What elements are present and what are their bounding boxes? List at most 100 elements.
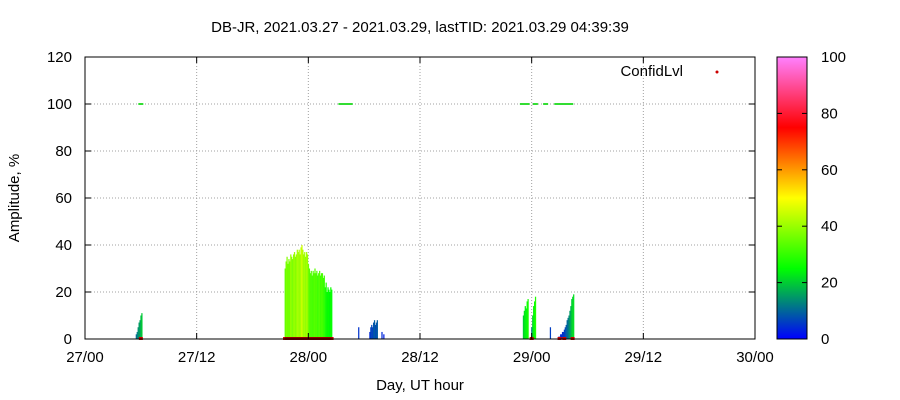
bar: [326, 292, 328, 339]
bar: [526, 301, 528, 339]
bar: [300, 247, 302, 339]
bar: [370, 327, 372, 339]
bar: [310, 270, 312, 339]
bar: [292, 254, 295, 339]
bar: [532, 315, 534, 339]
bar: [522, 315, 525, 339]
bar: [306, 252, 308, 339]
scatter-point: [554, 103, 560, 105]
bar: [293, 252, 296, 339]
bar: [383, 334, 385, 339]
bar: [296, 249, 298, 339]
bar: [305, 256, 307, 339]
colorbar-ticks: 0 20 40 60 80 100: [777, 49, 846, 348]
bar: [374, 324, 377, 339]
bar: [565, 324, 567, 339]
bar: [321, 273, 324, 339]
bar: [322, 277, 324, 339]
bar: [313, 273, 315, 339]
bar: [373, 322, 375, 339]
bar: [137, 327, 139, 339]
y-tick-label: 40: [55, 237, 72, 254]
bar: [291, 256, 293, 339]
bar: [570, 306, 572, 339]
bar: [292, 259, 294, 339]
y-tick-label: 100: [47, 96, 72, 113]
bar: [569, 310, 571, 339]
bar: [534, 296, 537, 339]
bar: [572, 296, 574, 339]
bar: [314, 268, 316, 339]
bar: [564, 327, 566, 339]
colorbar-tick-label: 40: [821, 218, 838, 235]
y-tick-label: 120: [47, 49, 72, 66]
bar: [567, 317, 569, 339]
bar: [375, 322, 378, 339]
bar: [299, 254, 301, 339]
colorbar-tick-label: 100: [821, 49, 846, 66]
bar: [573, 294, 575, 339]
bar: [302, 249, 304, 339]
bar: [309, 273, 311, 339]
scatter-point: [519, 103, 525, 105]
bar: [563, 329, 566, 339]
scatter-point: [524, 103, 530, 105]
bar: [381, 331, 383, 339]
bar: [533, 306, 535, 339]
y-tick-label: 80: [55, 143, 72, 160]
bar: [306, 254, 309, 339]
bar: [139, 320, 141, 339]
scatter-point: [343, 103, 349, 105]
bar: [566, 320, 568, 339]
bar: [286, 256, 288, 339]
bar: [304, 252, 306, 339]
bar: [369, 331, 371, 339]
bar: [290, 254, 292, 339]
scatter-point: [568, 103, 574, 105]
bar: [295, 254, 298, 339]
bar: [325, 282, 327, 339]
bar: [307, 263, 310, 339]
bar: [571, 299, 573, 339]
bar: [372, 327, 374, 339]
x-tick-label: 28/00: [290, 349, 328, 366]
bar: [315, 273, 317, 339]
bar: [311, 275, 313, 339]
bar: [136, 331, 138, 339]
bar: [317, 275, 319, 339]
x-ticks: 27/00 27/12 28/00 28/12 29/00 29/12 30/00: [66, 57, 774, 366]
colorbar-tick-label: 60: [821, 162, 838, 179]
bar: [320, 273, 323, 339]
bar: [287, 263, 289, 339]
chart-title: DB-JR, 2021.03.27 - 2021.03.29, lastTID:…: [211, 19, 629, 36]
scatter-point: [138, 103, 144, 105]
bar: [523, 310, 525, 339]
bar: [327, 287, 329, 339]
colorbar-tick-label: 0: [821, 331, 829, 348]
y-tick-label: 20: [55, 284, 72, 301]
bar: [525, 308, 527, 339]
x-tick-label: 29/12: [625, 349, 663, 366]
bar: [560, 334, 562, 339]
bar: [329, 292, 331, 339]
bar: [141, 313, 143, 339]
bar: [328, 289, 330, 339]
x-tick-label: 27/12: [178, 349, 216, 366]
bar: [358, 327, 360, 339]
bar: [319, 275, 322, 339]
bar: [138, 322, 140, 339]
bar: [294, 256, 297, 339]
x-tick-label: 30/00: [736, 349, 774, 366]
bar: [330, 287, 332, 339]
bar: [298, 249, 300, 339]
y-ticks: 0 20 40 60 80 100 120: [47, 49, 755, 348]
bar: [289, 261, 291, 339]
bar: [561, 331, 564, 339]
bar: [318, 273, 320, 339]
bar: [533, 301, 536, 339]
scatter-point: [562, 103, 568, 105]
y-axis-label: Amplitude, %: [6, 154, 23, 242]
scatter: [138, 103, 574, 105]
bar: [331, 289, 333, 339]
x-tick-label: 27/00: [66, 349, 104, 366]
